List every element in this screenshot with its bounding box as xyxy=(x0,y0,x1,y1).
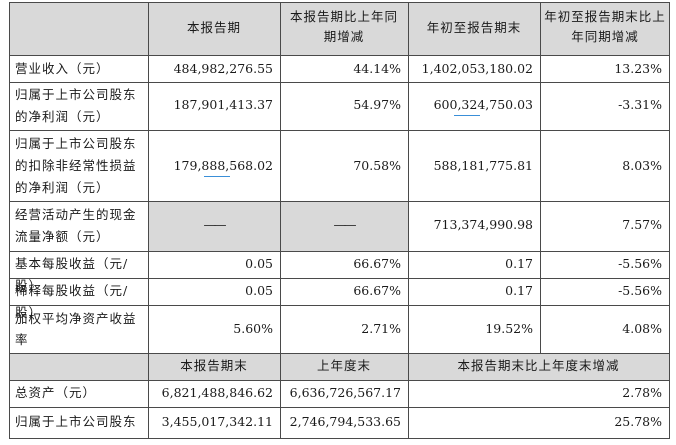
row-value: 54.97% xyxy=(353,97,401,112)
row-value: 44.14% xyxy=(353,61,401,76)
header-col4: 年初至报告期末比上年同期增减 xyxy=(544,9,666,44)
row-value: 7.57% xyxy=(622,217,662,232)
row-value: 25.78% xyxy=(614,414,662,429)
row-value: 8.03% xyxy=(622,158,662,173)
row-value: 19.52% xyxy=(485,321,533,336)
row-label: 稀释每股收益（元/股） xyxy=(15,283,129,320)
row-value: 3,455,017,342.11 xyxy=(161,414,273,429)
row-value: 66.67% xyxy=(353,283,401,298)
spell-underline xyxy=(454,115,480,116)
row-value: 70.58% xyxy=(353,158,401,173)
row-value: -3.31% xyxy=(618,97,662,112)
row-value: 5.60% xyxy=(233,321,273,336)
na-shade-1 xyxy=(148,201,280,251)
row-value: 0.17 xyxy=(505,256,533,271)
row-value: 13.23% xyxy=(614,61,662,76)
row-label: 基本每股收益（元/股） xyxy=(15,256,129,293)
row-value: 6,821,488,846.62 xyxy=(161,385,273,400)
row-value: 0.05 xyxy=(245,256,273,271)
header-col3: 年初至报告期末 xyxy=(426,20,522,35)
row-label: 归属于上市公司股东 xyxy=(15,414,137,429)
row-label: 经营活动产生的现金流量净额（元） xyxy=(15,207,137,244)
header-col2: 本报告期比上年同期增减 xyxy=(289,9,398,44)
row-value: 187,901,413.37 xyxy=(173,97,273,112)
row-value: -5.56% xyxy=(618,283,662,298)
header2-col2: 上年度末 xyxy=(316,358,371,373)
header-shade xyxy=(9,2,669,55)
row-value: 4.08% xyxy=(622,321,662,336)
header-col1: 本报告期 xyxy=(186,20,241,35)
row-value: 6,636,726,567.17 xyxy=(289,385,401,400)
row-value: 713,374,990.98 xyxy=(433,217,533,232)
header2-col1: 本报告期末 xyxy=(180,358,248,373)
row-value: 2.71% xyxy=(361,321,401,336)
spell-underline xyxy=(204,176,230,177)
row-label: 总资产（元） xyxy=(15,385,97,400)
header2-shade xyxy=(9,353,669,380)
row-value: 2.78% xyxy=(622,385,662,400)
row-value: -5.56% xyxy=(618,256,662,271)
row-value: 66.67% xyxy=(353,256,401,271)
row-label: 加权平均净资产收益率 xyxy=(15,311,137,347)
na-shade-2 xyxy=(280,201,408,251)
row-label: 归属于上市公司股东的扣除非经常性损益的净利润（元） xyxy=(15,136,137,195)
header2-col3: 本报告期末比上年度末增减 xyxy=(457,358,620,373)
row-value: 0.17 xyxy=(505,283,533,298)
row-value: 0.05 xyxy=(245,283,273,298)
row-value: 2,746,794,533.65 xyxy=(289,414,401,429)
row-value: 600,324,750.03 xyxy=(433,97,533,112)
row-label: 归属于上市公司股东的净利润（元） xyxy=(15,87,137,124)
row-value-na: —— xyxy=(203,217,227,232)
row-value: 588,181,775.81 xyxy=(433,158,533,173)
row-label: 营业收入（元） xyxy=(15,61,110,76)
row-value: 1,402,053,180.02 xyxy=(421,61,533,76)
row-value: 484,982,276.55 xyxy=(173,61,273,76)
row-value-na: —— xyxy=(333,217,357,232)
row-value: 179,888,568.02 xyxy=(173,158,273,173)
